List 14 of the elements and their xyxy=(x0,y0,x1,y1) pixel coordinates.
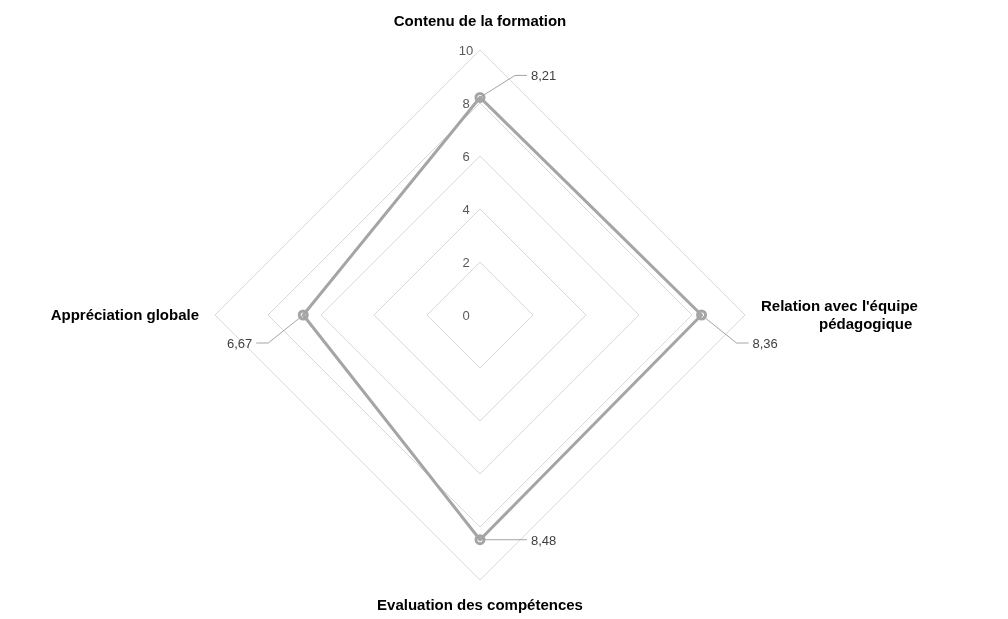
data-label: 8,36 xyxy=(752,336,778,351)
y-tick-label: 4 xyxy=(462,202,470,217)
y-tick-label: 2 xyxy=(462,255,470,270)
spoke-label: Relation avec l'équipe pédagogique xyxy=(761,297,918,332)
spoke-label: Evaluation des compétences xyxy=(377,596,583,613)
y-tick-label: 8 xyxy=(462,96,470,111)
data-label: 8,48 xyxy=(531,532,557,548)
y-tick-label: 6 xyxy=(462,149,470,164)
spoke-label: Appréciation globale xyxy=(50,306,199,323)
y-tick-label: 0 xyxy=(462,308,470,323)
y-tick-label: 10 xyxy=(458,43,474,58)
data-label: 8,21 xyxy=(531,68,557,84)
spoke-label: Contenu de la formation xyxy=(393,12,567,29)
data-label: 6,67 xyxy=(226,336,253,351)
